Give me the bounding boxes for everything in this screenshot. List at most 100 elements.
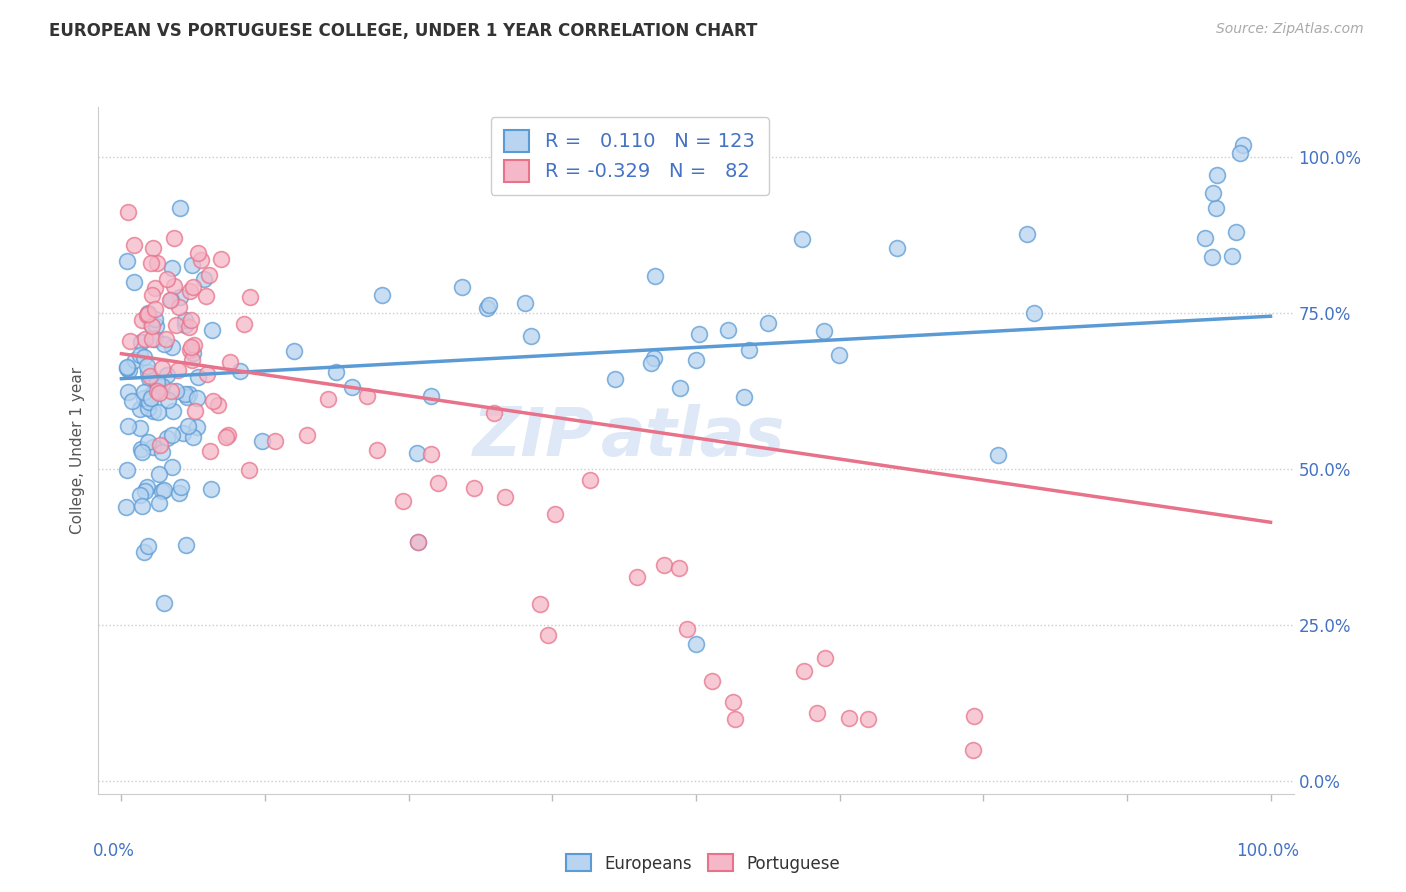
Point <box>187 245 209 260</box>
Point <box>165 318 187 333</box>
Point <box>143 332 166 346</box>
Point <box>136 306 159 320</box>
Point <box>141 287 163 301</box>
Point <box>297 427 319 442</box>
Point <box>717 323 740 337</box>
Point <box>148 405 170 419</box>
Point <box>886 241 908 255</box>
Point <box>724 712 747 726</box>
Point <box>148 380 170 394</box>
Point <box>198 268 221 282</box>
Point <box>148 438 170 452</box>
Point <box>420 447 443 461</box>
Point <box>239 290 262 304</box>
Point <box>163 278 186 293</box>
Point <box>1015 227 1038 242</box>
Point <box>139 318 162 332</box>
Point <box>170 480 193 494</box>
Point <box>132 391 155 405</box>
Point <box>676 623 699 637</box>
Point <box>652 558 675 573</box>
Point <box>117 418 139 433</box>
Point <box>166 362 188 376</box>
Point <box>142 241 165 255</box>
Point <box>1201 186 1223 200</box>
Text: Source: ZipAtlas.com: Source: ZipAtlas.com <box>1216 22 1364 37</box>
Point <box>163 231 186 245</box>
Point <box>229 364 252 378</box>
Point <box>145 281 167 295</box>
Point <box>150 483 173 498</box>
Point <box>177 319 200 334</box>
Point <box>325 365 347 379</box>
Point <box>668 561 690 575</box>
Legend: Europeans, Portuguese: Europeans, Portuguese <box>560 847 846 880</box>
Point <box>738 343 761 358</box>
Point <box>201 323 224 337</box>
Point <box>129 442 152 456</box>
Point <box>200 482 222 496</box>
Point <box>155 332 177 346</box>
Point <box>366 443 388 458</box>
Point <box>179 284 201 298</box>
Point <box>1229 145 1251 160</box>
Point <box>813 324 835 338</box>
Point <box>733 390 755 404</box>
Point <box>513 295 536 310</box>
Point <box>139 256 162 270</box>
Point <box>482 406 505 420</box>
Point <box>150 445 173 459</box>
Point <box>186 391 208 405</box>
Point <box>987 448 1010 462</box>
Point <box>115 500 138 514</box>
Point <box>179 343 201 357</box>
Point <box>124 352 146 367</box>
Point <box>183 430 205 444</box>
Point <box>793 664 815 678</box>
Point <box>135 308 157 322</box>
Point <box>160 340 183 354</box>
Point <box>150 361 173 376</box>
Point <box>180 258 202 272</box>
Point <box>153 596 176 610</box>
Point <box>141 387 163 401</box>
Point <box>392 494 415 508</box>
Point <box>419 389 441 403</box>
Point <box>1022 305 1045 319</box>
Point <box>494 490 516 504</box>
Point <box>316 392 339 406</box>
Point <box>143 301 166 316</box>
Point <box>160 428 183 442</box>
Point <box>1205 201 1227 215</box>
Legend: R =   0.110   N = 123, R = -0.329   N =   82: R = 0.110 N = 123, R = -0.329 N = 82 <box>491 117 769 195</box>
Point <box>153 337 176 351</box>
Text: 100.0%: 100.0% <box>1236 842 1299 860</box>
Point <box>177 387 200 401</box>
Point <box>152 483 174 498</box>
Point <box>668 381 690 395</box>
Point <box>139 369 162 384</box>
Point <box>219 355 242 369</box>
Point <box>643 351 665 365</box>
Text: atlas: atlas <box>600 404 785 470</box>
Point <box>962 743 984 757</box>
Point <box>131 445 153 459</box>
Point <box>207 398 229 412</box>
Point <box>156 431 179 445</box>
Point <box>1232 137 1254 152</box>
Point <box>342 379 364 393</box>
Point <box>135 359 157 374</box>
Point <box>129 488 152 502</box>
Point <box>187 369 209 384</box>
Point <box>181 346 204 360</box>
Point <box>263 434 285 448</box>
Point <box>1194 231 1216 245</box>
Point <box>129 334 152 349</box>
Point <box>250 434 273 449</box>
Point <box>159 293 181 307</box>
Point <box>132 384 155 399</box>
Point <box>129 348 152 362</box>
Point <box>143 311 166 326</box>
Point <box>148 385 170 400</box>
Point <box>118 363 141 377</box>
